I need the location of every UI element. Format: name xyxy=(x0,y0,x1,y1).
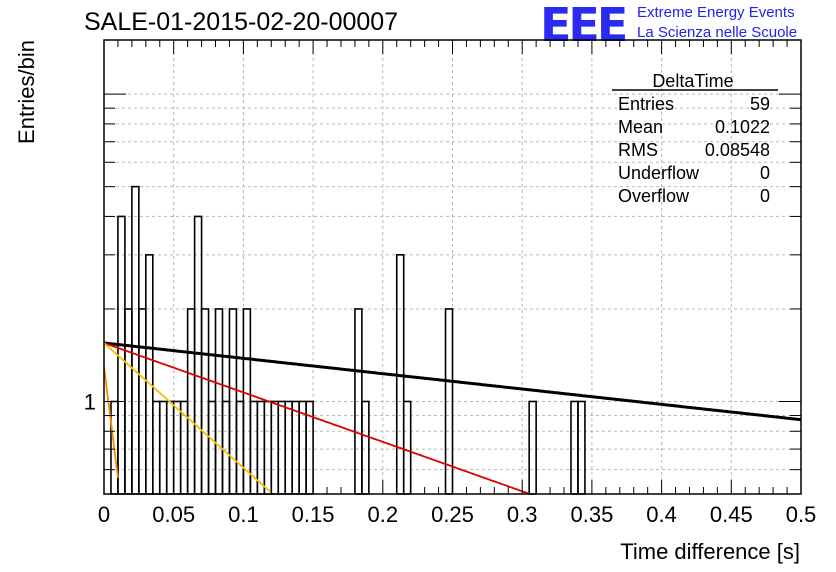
x-tick-label: 0.15 xyxy=(292,502,335,527)
histogram-bin xyxy=(145,254,154,495)
axis-ticks xyxy=(103,40,802,494)
stats-value: 0 xyxy=(760,163,770,183)
histogram-bin xyxy=(117,215,126,495)
stats-label: Entries xyxy=(618,94,674,114)
logo-text-line1: Extreme Energy Events xyxy=(637,4,795,21)
stats-label: Overflow xyxy=(618,186,690,206)
x-axis-label: Time difference [s] xyxy=(620,539,800,564)
tick-labels: 0 0.05 0.1 0.15 0.2 0.25 0.3 0.35 0.4 0.45 0.5 1 xyxy=(84,389,817,527)
stats-box: DeltaTime Entries 59 Mean 0.1022 RMS 0.08548U… xyxy=(610,71,780,206)
x-tick-label: 0.4 xyxy=(646,502,677,527)
x-tick-label: 0.45 xyxy=(710,502,753,527)
x-tick-label: 0.05 xyxy=(152,502,195,527)
x-tick-label: 0.5 xyxy=(786,502,817,527)
stats-label: RMS xyxy=(618,140,658,160)
fit-curve xyxy=(103,342,272,494)
x-tick-label: 0.2 xyxy=(368,502,399,527)
histogram-bars xyxy=(110,185,586,495)
x-tick-label: 0.1 xyxy=(228,502,259,527)
x-tick-label: 0.25 xyxy=(431,502,474,527)
fit-curve xyxy=(103,341,802,422)
stats-value: 0.08548 xyxy=(705,140,770,160)
stats-label: Mean xyxy=(618,117,663,137)
fit-curve xyxy=(103,366,119,478)
histogram-bin xyxy=(193,215,203,495)
y-axis-label: Entries/bin xyxy=(14,40,39,144)
logo-text-line2: La Scienza nelle Scuole xyxy=(637,24,798,41)
eee-logo: EEE xyxy=(540,0,628,52)
stats-box-title: DeltaTime xyxy=(652,71,733,91)
y-tick-label: 1 xyxy=(84,389,96,414)
stats-label: Underflow xyxy=(618,163,700,183)
fit-curve xyxy=(103,342,530,495)
stats-value: 0 xyxy=(760,186,770,206)
stats-value: 59 xyxy=(750,94,770,114)
x-tick-label: 0.35 xyxy=(570,502,613,527)
x-tick-label: 0.3 xyxy=(507,502,538,527)
fit-curves xyxy=(103,341,802,495)
x-tick-label: 0 xyxy=(98,502,110,527)
chart-title: SALE-01-2015-02-20-00007 xyxy=(84,8,399,36)
stats-value: 0.1022 xyxy=(715,117,770,137)
histogram-bin xyxy=(131,185,140,495)
